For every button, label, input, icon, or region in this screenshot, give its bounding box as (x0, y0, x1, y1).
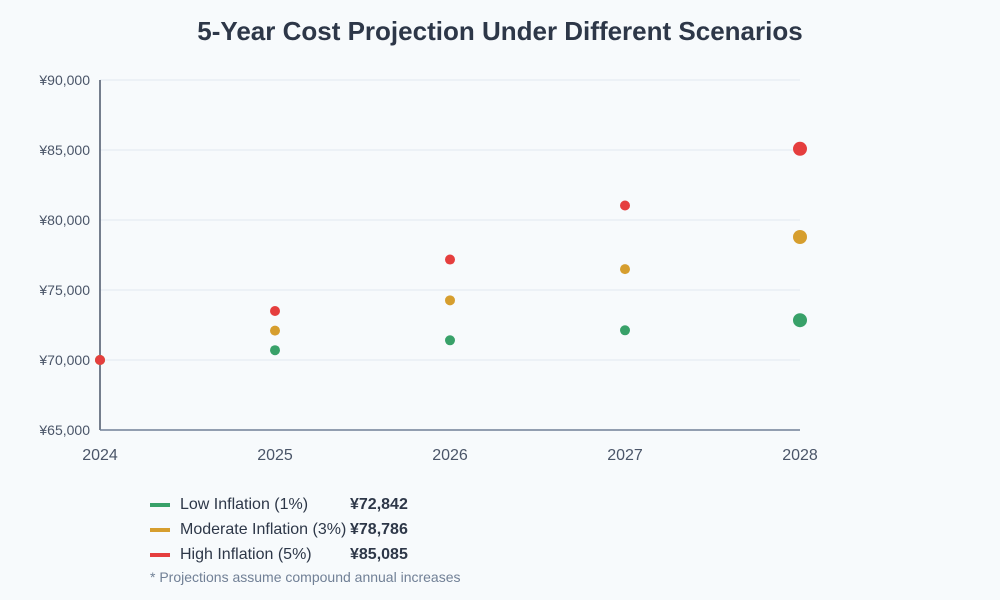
y-tick-label: ¥70,000 (38, 352, 90, 368)
data-point (793, 313, 807, 328)
legend-label: High Inflation (5%) (180, 545, 312, 563)
data-point (270, 306, 280, 316)
x-tick-label: 2028 (782, 447, 818, 464)
data-point (445, 295, 455, 306)
legend-value: ¥85,085 (350, 545, 408, 563)
x-tick-label: 2027 (607, 447, 643, 464)
data-point (270, 325, 280, 336)
y-tick-label: ¥75,000 (38, 282, 90, 298)
legend-swatch (150, 527, 170, 532)
y-tick-label: ¥65,000 (38, 422, 90, 438)
legend-swatch (150, 502, 170, 507)
data-point (95, 355, 105, 365)
y-tick-label: ¥90,000 (38, 72, 90, 88)
legend-value: ¥78,786 (350, 520, 408, 538)
data-point (620, 325, 630, 336)
legend-swatch (150, 552, 170, 557)
y-tick-label: ¥80,000 (38, 212, 90, 228)
data-point (270, 345, 280, 356)
y-axis-ticks: ¥65,000 ¥70,000 ¥75,000 ¥80,000 ¥85,000 ¥90,0… (38, 72, 90, 438)
data-point (793, 229, 807, 244)
x-axis-ticks: 2024 2025 2026 2027 2028 (82, 447, 818, 464)
legend: Low Inflation (1%) ¥72,842 Moderate Infl… (150, 492, 461, 585)
data-point (445, 254, 455, 265)
data-point (445, 335, 455, 346)
data-point (620, 200, 630, 211)
footnote: * Projections assume compound annual inc… (150, 569, 461, 585)
legend-value: ¥72,842 (350, 495, 408, 513)
legend-item-high: High Inflation (5%) ¥85,085 (150, 542, 461, 567)
legend-item-low: Low Inflation (1%) ¥72,842 (150, 492, 461, 517)
data-point (620, 264, 630, 275)
legend-item-moderate: Moderate Inflation (3%) ¥78,786 (150, 517, 461, 542)
data-points (95, 141, 807, 365)
chart: 5-Year Cost Projection Under Different S… (38, 16, 818, 464)
y-tick-label: ¥85,000 (38, 142, 90, 158)
x-tick-label: 2026 (432, 447, 468, 464)
legend-label: Low Inflation (1%) (180, 495, 309, 513)
x-tick-label: 2024 (82, 447, 118, 464)
x-tick-label: 2025 (257, 447, 293, 464)
chart-title: 5-Year Cost Projection Under Different S… (197, 16, 802, 46)
data-point (793, 141, 807, 156)
legend-label: Moderate Inflation (3%) (180, 520, 347, 538)
